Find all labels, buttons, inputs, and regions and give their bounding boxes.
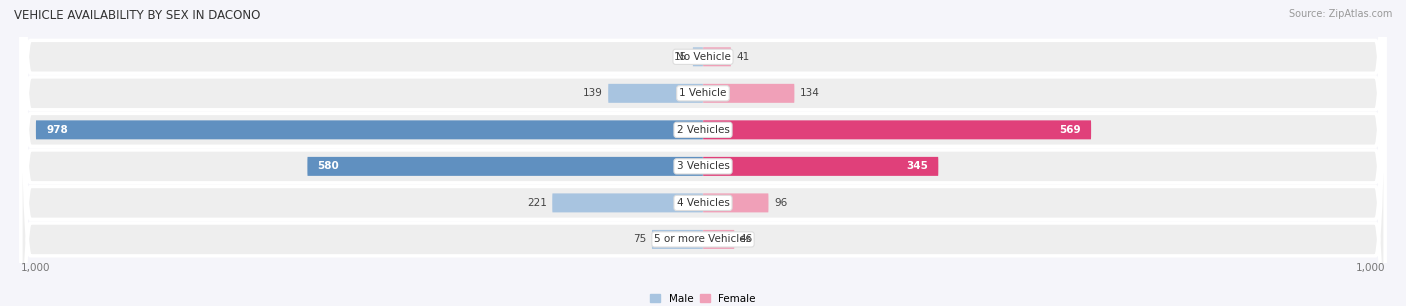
Text: 139: 139: [583, 88, 603, 98]
Text: Source: ZipAtlas.com: Source: ZipAtlas.com: [1288, 9, 1392, 19]
FancyBboxPatch shape: [703, 47, 731, 66]
FancyBboxPatch shape: [693, 47, 703, 66]
Text: 15: 15: [673, 52, 688, 62]
FancyBboxPatch shape: [21, 0, 1385, 306]
Text: 2 Vehicles: 2 Vehicles: [676, 125, 730, 135]
FancyBboxPatch shape: [703, 193, 769, 212]
Legend: Male, Female: Male, Female: [645, 289, 761, 306]
Text: 580: 580: [318, 161, 339, 171]
Text: 1 Vehicle: 1 Vehicle: [679, 88, 727, 98]
FancyBboxPatch shape: [308, 157, 703, 176]
FancyBboxPatch shape: [703, 230, 734, 249]
Text: 569: 569: [1059, 125, 1081, 135]
Text: 345: 345: [907, 161, 928, 171]
Text: 3 Vehicles: 3 Vehicles: [676, 161, 730, 171]
FancyBboxPatch shape: [37, 120, 703, 139]
Text: 4 Vehicles: 4 Vehicles: [676, 198, 730, 208]
FancyBboxPatch shape: [703, 84, 794, 103]
FancyBboxPatch shape: [553, 193, 703, 212]
Text: 978: 978: [46, 125, 67, 135]
FancyBboxPatch shape: [21, 0, 1385, 306]
FancyBboxPatch shape: [21, 0, 1385, 306]
Text: 46: 46: [740, 234, 754, 244]
Text: 1,000: 1,000: [21, 263, 51, 273]
Text: No Vehicle: No Vehicle: [675, 52, 731, 62]
FancyBboxPatch shape: [652, 230, 703, 249]
FancyBboxPatch shape: [703, 120, 1091, 139]
Text: 221: 221: [527, 198, 547, 208]
FancyBboxPatch shape: [21, 0, 1385, 306]
FancyBboxPatch shape: [21, 0, 1385, 306]
Text: 1,000: 1,000: [1355, 263, 1385, 273]
Text: 41: 41: [737, 52, 749, 62]
Text: 5 or more Vehicles: 5 or more Vehicles: [654, 234, 752, 244]
FancyBboxPatch shape: [21, 0, 1385, 306]
Text: VEHICLE AVAILABILITY BY SEX IN DACONO: VEHICLE AVAILABILITY BY SEX IN DACONO: [14, 9, 260, 22]
Text: 134: 134: [800, 88, 820, 98]
Text: 96: 96: [773, 198, 787, 208]
FancyBboxPatch shape: [703, 157, 938, 176]
Text: 75: 75: [633, 234, 647, 244]
FancyBboxPatch shape: [609, 84, 703, 103]
